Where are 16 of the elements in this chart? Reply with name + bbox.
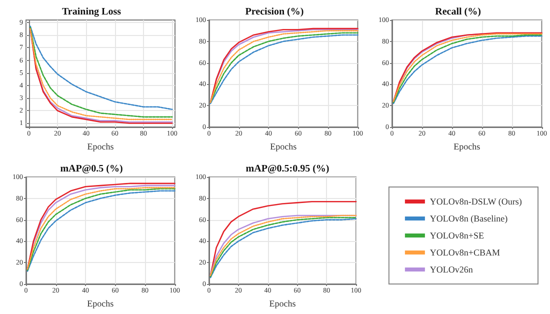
legend-label: YOLOv8n (Baseline): [430, 214, 508, 224]
chart-title: Training Loss: [62, 6, 122, 18]
x-axis-title: Epochs: [87, 298, 114, 308]
chart-title: Precision (%): [245, 6, 304, 18]
legend-label: YOLOv8n-DSLW (Ours): [430, 196, 522, 206]
x-axis-title: Epochs: [454, 141, 481, 152]
chart-title: mAP@0.5:0.95 (%): [246, 164, 330, 174]
x-axis-title: Epochs: [87, 141, 114, 152]
legend-label: YOLOv8n+CBAM: [430, 248, 500, 258]
line-series: [210, 200, 357, 276]
chart-title: mAP@0.5 (%): [60, 164, 123, 174]
legend-label: YOLOv26n: [430, 264, 474, 274]
x-axis-title: Epochs: [270, 141, 298, 152]
legend-label: YOLOv8n+SE: [430, 230, 485, 240]
x-axis-title: Epochs: [269, 298, 296, 308]
chart-title: Recall (%): [435, 6, 481, 18]
